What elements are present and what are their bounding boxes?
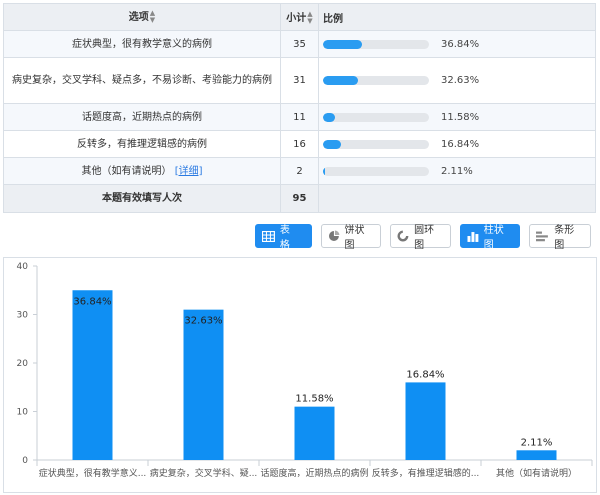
ratio-bar-fill [323,166,326,176]
ratio-bar-fill [323,76,358,85]
bar-value-label: 32.63% [184,316,222,327]
header-ratio-label: 比例 [323,13,343,25]
percent-text: 32.63% [441,75,480,86]
y-tick-label: 10 [17,408,29,418]
percent-text: 11.58% [441,111,480,123]
header-count[interactable]: 小计▲ ▼ [280,3,319,31]
header-option-label: 选项 [128,11,149,23]
x-tick-label: 病史复杂，交叉学科、疑... [150,467,258,479]
ratio-bar [323,166,429,176]
total-label: 本题有效填写人次 [3,184,281,213]
count-cell: 31 [280,57,319,104]
total-row: 本题有效填写人次 95 [3,184,596,213]
x-tick-label: 其他（如有请说明） [496,467,577,479]
table-row: 病史复杂，交叉学科、疑点多，不易诊断、考验能力的病例 31 32.63% [3,57,596,104]
chart-type-toolbar: 表格 饼状图 圆环图 柱状图 条形图 [255,224,600,251]
x-tick-label: 话题度高，近期热点的病例 [260,467,368,479]
header-option[interactable]: 选项▲ ▼ [3,3,281,31]
bar-chart-button[interactable]: 条形图 [529,224,591,251]
results-table: 选项▲ ▼ 小计▲ ▼ 比例 症状典型，很有教学意义的病例 35 36.84% 病史… [3,3,596,213]
header-ratio: 比例 [318,3,596,31]
chart-bar [405,382,446,460]
ratio-cell: 32.63% [318,57,596,104]
x-tick-label: 症状典型，很有教学意义... [39,467,147,479]
percent-text: 16.84% [441,138,480,150]
chart-bar [183,309,224,460]
donut-chart-icon [397,230,409,242]
column-chart-label: 柱状图 [483,225,504,251]
table-row: 话题度高，近期热点的病例 11 11.58% [3,103,596,131]
pie-chart-button[interactable]: 饼状图 [320,224,382,251]
option-cell: 症状典型，很有教学意义的病例 [3,30,281,58]
table-row: 反转多，有推理逻辑感的病例 16 16.84% [3,130,596,158]
donut-chart-button[interactable]: 圆环图 [390,224,451,251]
total-ratio-cell [318,184,596,213]
ratio-bar [323,76,429,85]
percent-text: 2.11% [441,165,473,177]
option-cell: 病史复杂，交叉学科、疑点多，不易诊断、考验能力的病例 [3,57,281,104]
detail-link[interactable]: [详细] [174,165,203,177]
column-chart-button[interactable]: 柱状图 [459,224,521,251]
bar-value-label: 2.11% [521,437,553,448]
percent-text: 36.84% [441,38,480,50]
y-tick-label: 20 [17,359,29,369]
count-cell: 11 [280,103,319,131]
option-cell: 话题度高，近期热点的病例 [3,103,281,131]
y-tick-label: 0 [22,456,28,466]
bar-value-label: 16.84% [406,369,444,380]
ratio-bar [323,112,429,122]
column-chart: 0 10 20 30 40 36.84% 症状典型，很有教学意义... 32.63% 病史复杂，… [3,257,597,493]
count-cell: 35 [280,30,319,58]
y-tick-label: 40 [17,262,29,272]
bar-value-label: 36.84% [73,296,111,307]
ratio-bar [323,39,429,49]
ratio-bar-fill [323,112,336,122]
count-cell: 16 [280,130,319,158]
table-view-label: 表格 [279,225,290,251]
ratio-bar [323,139,429,149]
table-view-button[interactable]: 表格 [255,224,312,251]
sort-icon[interactable]: ▲ ▼ [307,10,313,25]
option-label: 其他（如有请说明） [81,165,172,177]
option-cell: 反转多，有推理逻辑感的病例 [3,130,281,158]
table-row: 其他（如有请说明） [详细] 2 2.11% [3,157,596,185]
count-cell: 2 [280,157,319,185]
bar-value-label: 11.58% [295,394,333,405]
ratio-cell: 11.58% [318,103,596,131]
column-chart-icon [467,231,479,242]
bar-chart-label: 条形图 [554,225,575,251]
table-row: 症状典型，很有教学意义的病例 35 36.84% [3,30,596,58]
sort-icon[interactable]: ▲ ▼ [149,8,156,24]
ratio-cell: 36.84% [318,30,596,58]
donut-chart-label: 圆环图 [414,225,435,251]
table-grid-icon [262,230,275,242]
x-tick-label: 反转多，有推理逻辑感的... [372,467,480,479]
ratio-cell: 16.84% [318,130,596,158]
option-cell: 其他（如有请说明） [详细] [3,157,281,185]
ratio-bar-fill [323,139,341,149]
pie-chart-label: 饼状图 [344,225,365,251]
header-count-label: 小计 [286,13,307,24]
chart-bar [72,290,113,460]
column-chart-svg: 0 10 20 30 40 36.84% 症状典型，很有教学意义... 32.63% 病史复杂，… [17,262,593,479]
chart-bar [516,450,557,460]
ratio-bar-fill [323,39,363,49]
bar-chart-icon [536,231,549,241]
table-header-row: 选项▲ ▼ 小计▲ ▼ 比例 [3,3,596,31]
total-count: 95 [280,184,319,213]
y-tick-label: 30 [17,311,29,321]
chart-bar [294,406,335,460]
ratio-cell: 2.11% [318,157,596,185]
pie-chart-icon [328,230,340,241]
